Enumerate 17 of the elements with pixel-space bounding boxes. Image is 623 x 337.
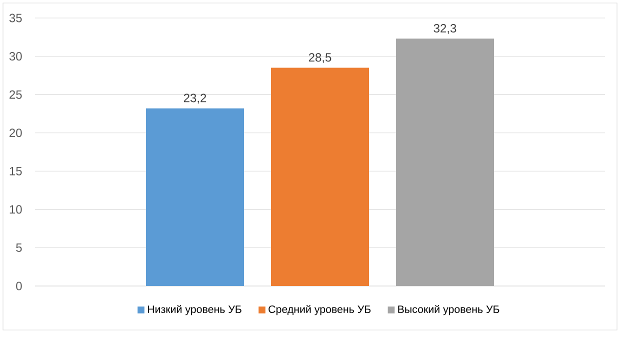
y-tick-label: 35 (9, 14, 22, 22)
y-tick-label: 20 (10, 128, 22, 138)
bar (396, 38, 494, 286)
y-tick-label: 25 (10, 90, 22, 99)
y-tick-label: 30 (9, 52, 22, 61)
y-tick-label: 5 (16, 244, 22, 252)
legend-label: Высокий уровень УБ (398, 304, 500, 316)
legend-label: Средний уровень УБ (268, 304, 371, 316)
bar (271, 68, 370, 286)
y-tick-label: 10 (10, 205, 22, 214)
data-label: 32,3 (434, 24, 456, 34)
legend-label: Низкий уровень УБ (148, 304, 242, 316)
data-label: 23,2 (184, 94, 206, 104)
bar (146, 108, 244, 286)
data-label: 28,5 (308, 53, 332, 64)
y-tick-label: 0 (16, 282, 22, 290)
y-tick-label: 15 (10, 166, 22, 176)
